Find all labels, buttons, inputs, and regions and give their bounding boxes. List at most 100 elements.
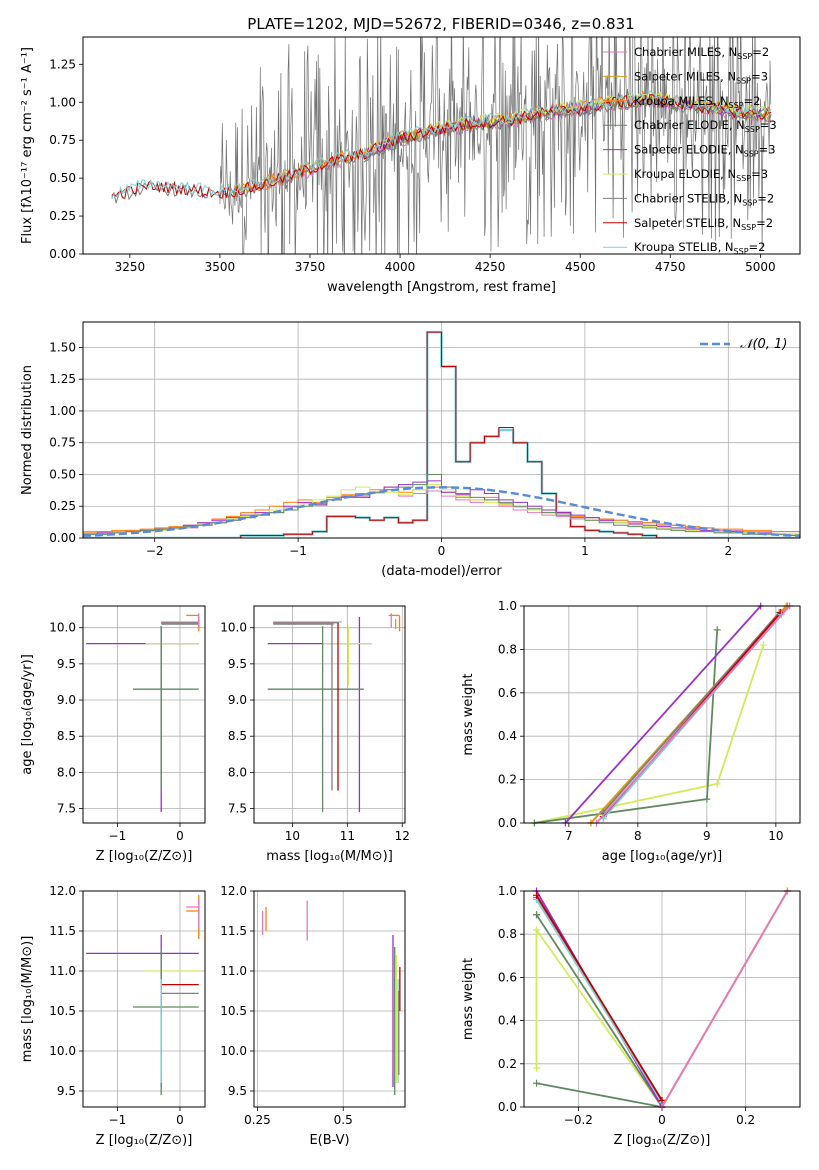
y-tick-label: 9.5 — [228, 1084, 247, 1098]
model-spectrum-salpeter-stelib — [111, 94, 772, 200]
y-tick-label: 10.5 — [49, 1004, 76, 1018]
axes-frame — [253, 605, 406, 824]
weight-line-kroupa-elodie — [535, 927, 663, 1108]
x-tick-label: 5000 — [745, 260, 776, 274]
y-tick-label: 8.0 — [57, 765, 76, 779]
x-tick-label: 10 — [285, 829, 300, 843]
y-axis-label: mass weight — [461, 673, 476, 755]
y-tick-label: 0.8 — [498, 927, 517, 941]
spectrum-plot-area — [111, 37, 772, 254]
model-spectrum-chabrier-stelib — [111, 96, 772, 204]
weight-point-chabrier-elodie — [533, 1079, 541, 1087]
weight-line-chabrier-miles — [595, 605, 791, 824]
x-tick-label: 0.25 — [244, 1113, 271, 1127]
y-tick-label: 0.6 — [498, 970, 517, 984]
y-tick-label: 0.4 — [498, 1014, 517, 1028]
y-tick-label: 0.50 — [49, 467, 76, 481]
x-tick-label: 1 — [581, 544, 589, 558]
weight-point-kroupa-elodie — [759, 641, 767, 649]
y-tick-label: 12.0 — [220, 884, 247, 898]
legend-entry: Chabrier MILES, NSSP=2 — [634, 45, 769, 61]
legend-subscript: SSP — [741, 223, 756, 232]
residual-plot-area — [83, 330, 800, 538]
weight-point-kroupa-elodie — [533, 1064, 541, 1072]
legend-subscript: SSP — [734, 247, 749, 256]
y-tick-label: 0.2 — [498, 773, 517, 787]
weight-line-salpeter-elodie — [564, 605, 762, 824]
legend-entry: Kroupa STELIB, NSSP=2 — [634, 240, 765, 256]
x-tick-label: 4000 — [385, 260, 416, 274]
x-tick-label: −2 — [146, 544, 164, 558]
y-tick-label: 0.75 — [49, 436, 76, 450]
axes-frame — [253, 890, 406, 1108]
spectrum-panel: 3250 3500 3750 4000 4250 4500 4750 5000 0.00 0.25… — [20, 36, 801, 295]
y-tick-label: 0.25 — [49, 499, 76, 513]
y-tick-label: 0.6 — [498, 686, 517, 700]
mass-vs-metallicity-plot-area — [86, 895, 200, 1095]
x-tick-label: 2 — [724, 544, 732, 558]
weight-line-salpeter-stelib — [535, 894, 663, 1101]
x-tick-label: 3250 — [115, 260, 146, 274]
y-tick-label: 1.25 — [49, 372, 76, 386]
legend-subscript: SSP — [744, 150, 759, 159]
y-tick-label: 10.0 — [49, 1044, 76, 1058]
legend-value: =2 — [757, 191, 774, 205]
y-tick-label: 1.00 — [49, 95, 76, 109]
model-spectrum-kroupa-stelib — [111, 90, 772, 200]
y-axis-label: Flux [fλ10⁻¹⁷ erg cm⁻² s⁻¹ A⁻¹] — [20, 47, 35, 244]
y-tick-label: 7.5 — [228, 802, 247, 816]
x-tick-label: 4750 — [655, 260, 686, 274]
x-tick-label: 0 — [176, 829, 184, 843]
y-tick-label: 10.0 — [220, 1044, 247, 1058]
x-axis-label: age [log₁₀(age/yr)] — [602, 849, 723, 864]
x-tick-label: 10 — [768, 829, 783, 843]
y-tick-label: 0.75 — [49, 133, 76, 147]
residual-panel: −2 −1 0 1 2 0.00 0.25 0.50 0.75 1.00 1.25 1.50 (data… — [20, 321, 801, 579]
y-tick-label: 0.2 — [498, 1057, 517, 1071]
y-tick-label: 1.0 — [498, 599, 517, 613]
weight-point-chabrier-elodie — [703, 795, 711, 803]
legend-subscript: SSP — [737, 52, 752, 61]
mass-vs-extinction-panel: 0.25 0.5 9.5 10.0 10.5 11.0 11.5 12.0 E(B-V) — [220, 884, 406, 1148]
legend-entry: Salpeter ELODIE, NSSP=3 — [634, 143, 776, 159]
y-tick-label: 9.5 — [57, 1084, 76, 1098]
y-axis-label: age [log₁₀(age/yr)] — [20, 654, 35, 775]
x-tick-label: 12 — [395, 829, 410, 843]
mass-weight-vs-metallicity-panel: −0.2 0 0.2 0.0 0.2 0.4 0.6 0.8 1.0 Z [log₁₀(Z/Z⊙)… — [461, 884, 801, 1148]
weight-point-chabrier-elodie — [533, 911, 541, 919]
y-tick-label: 11.5 — [220, 924, 247, 938]
y-tick-label: 0.25 — [49, 209, 76, 223]
x-tick-label: 0 — [658, 1113, 666, 1127]
x-tick-label: 0.5 — [334, 1113, 353, 1127]
y-axis-label: mass weight — [461, 958, 476, 1040]
y-tick-label: 8.5 — [228, 729, 247, 743]
legend-value: =2 — [756, 216, 773, 230]
x-tick-label: −1 — [109, 829, 127, 843]
weight-line-chabrier-miles — [661, 890, 789, 1108]
weight-line-chabrier-stelib — [602, 611, 780, 813]
x-tick-label: 7 — [565, 829, 573, 843]
weight-point-kroupa-elodie — [713, 780, 721, 788]
y-axis-label: Normed distribution — [20, 365, 35, 495]
x-tick-label: −0.2 — [564, 1113, 593, 1127]
y-tick-label: 0.8 — [498, 642, 517, 656]
y-tick-label: 11.0 — [49, 964, 76, 978]
legend-value: =3 — [751, 167, 768, 181]
mass-weight-vs-age-plot-area — [530, 602, 794, 827]
legend-entry: Salpeter STELIB, NSSP=2 — [634, 216, 773, 232]
y-tick-label: 0.4 — [498, 729, 517, 743]
mass-vs-extinction-plot-area — [261, 900, 401, 1095]
legend-value: =2 — [749, 240, 766, 254]
legend-value: =3 — [751, 69, 768, 83]
y-tick-label: 10.5 — [220, 1004, 247, 1018]
weight-point-kroupa-elodie — [533, 926, 541, 934]
legend-value: =3 — [759, 143, 776, 157]
axes-frame — [523, 605, 801, 824]
x-axis-label: Z [log₁₀(Z/Z⊙)] — [96, 1133, 193, 1148]
axes-frame — [82, 605, 206, 824]
y-tick-label: 0.0 — [498, 816, 517, 830]
y-tick-label: 1.25 — [49, 57, 76, 71]
legend-subscript: SSP — [736, 76, 751, 85]
legend-entry: Salpeter MILES, NSSP=3 — [634, 69, 768, 85]
x-axis-label: wavelength [Angstrom, rest frame] — [327, 280, 556, 295]
